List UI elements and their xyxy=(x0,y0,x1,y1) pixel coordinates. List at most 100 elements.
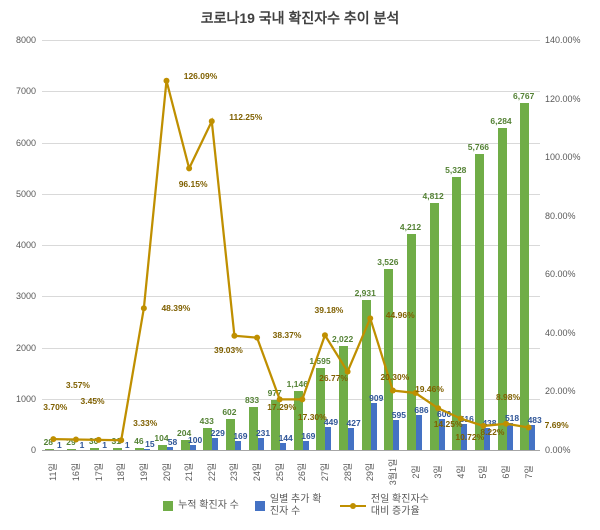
growth-rate-label: 3.45% xyxy=(80,395,105,406)
growth-rate-label: 96.15% xyxy=(178,179,208,190)
growth-rate-label: 17.30% xyxy=(297,412,327,423)
cumulative-bar-label: 5,766 xyxy=(467,142,490,153)
left-axis-tick: 3000 xyxy=(15,291,36,302)
right-axis-tick: 40.00% xyxy=(545,327,576,338)
growth-rate-label: 10.72% xyxy=(455,431,485,442)
growth-rate-point xyxy=(208,118,215,125)
x-axis-tick: 17일 xyxy=(93,462,104,482)
growth-rate-label: 48.39% xyxy=(161,303,191,314)
x-axis-tick: 2일 xyxy=(410,465,421,479)
legend-swatch-daily xyxy=(254,501,265,511)
cumulative-bar xyxy=(339,346,349,450)
cumulative-bar-label: 3,526 xyxy=(377,257,399,268)
cumulative-bar-label: 1,595 xyxy=(309,356,331,367)
daily-bar xyxy=(280,442,287,450)
growth-rate-label: 19.46% xyxy=(415,384,444,394)
cumulative-bar-label: 2,931 xyxy=(354,287,376,298)
x-axis-tick: 7일 xyxy=(523,465,534,479)
daily-bar xyxy=(144,449,151,450)
growth-rate-label: 26.77% xyxy=(319,372,348,383)
right-axis-tick: 60.00% xyxy=(545,269,576,280)
daily-bar xyxy=(416,414,422,450)
cumulative-bar-label: 6,284 xyxy=(490,115,512,126)
daily-bar xyxy=(167,447,173,450)
cumulative-bar xyxy=(361,299,371,450)
growth-rate-label: 14.25% xyxy=(433,419,463,430)
daily-bar-label: 1 xyxy=(79,439,85,450)
daily-bar xyxy=(212,438,219,450)
growth-rate-point xyxy=(231,332,238,339)
legend-label-growth-rate: 전일 확진자수 대비 증가율 xyxy=(370,494,429,517)
left-axis-tick: 5000 xyxy=(15,188,36,199)
left-axis-tick: 8000 xyxy=(15,35,36,45)
left-axis-tick: 7000 xyxy=(15,86,36,97)
x-axis-tick: 28일 xyxy=(342,462,353,482)
cumulative-bar-label: 4,212 xyxy=(399,222,422,233)
growth-rate-point xyxy=(163,77,170,84)
x-axis-tick: 6일 xyxy=(501,465,512,479)
left-axis-tick: 6000 xyxy=(15,137,36,148)
growth-rate-label: 3.57% xyxy=(65,379,90,390)
x-axis-tick: 20일 xyxy=(161,462,172,482)
growth-rate-label: 3.33% xyxy=(133,418,158,429)
x-axis-tick: 19일 xyxy=(138,462,149,482)
chart-title: 코로나19 국내 확진자수 추이 분석 xyxy=(200,10,400,26)
legend-item-growth-rate: 전일 확진자수 대비 증가율 xyxy=(339,494,437,518)
growth-rate-point xyxy=(186,165,193,172)
left-axis-tick: 4000 xyxy=(15,240,36,250)
cumulative-bar-label: 29 xyxy=(66,436,76,447)
x-axis-tick: 26일 xyxy=(297,462,308,482)
x-axis-tick: 3월1일 xyxy=(387,458,398,486)
cumulative-bar xyxy=(112,448,122,450)
legend-label-cumulative: 누적 확진자 수 xyxy=(178,500,239,511)
cumulative-bar xyxy=(135,447,145,450)
growth-rate-label: 39.18% xyxy=(314,305,344,316)
x-axis-tick: 25일 xyxy=(274,462,285,482)
daily-bar xyxy=(189,444,196,450)
x-axis-tick: 23일 xyxy=(229,462,240,482)
gridline xyxy=(42,398,540,400)
daily-bar-label: 15 xyxy=(145,439,155,450)
cumulative-bar-label: 6,767 xyxy=(513,91,535,102)
cumulative-bar-label: 5,328 xyxy=(445,164,467,175)
growth-rate-label: 8.22% xyxy=(480,426,505,437)
cumulative-bar xyxy=(158,444,167,450)
legend-swatch-cumulative xyxy=(163,501,174,511)
right-axis-tick: 140.00% xyxy=(545,35,581,45)
gridline xyxy=(42,91,540,93)
daily-bar xyxy=(393,419,400,450)
x-axis-tick: 21일 xyxy=(184,462,195,482)
legend-marker-line-icon xyxy=(339,501,366,511)
daily-bar xyxy=(302,441,309,450)
cumulative-bar-label: 4,812 xyxy=(422,191,444,202)
growth-rate-label: 3.70% xyxy=(43,402,68,413)
daily-bar xyxy=(529,425,536,450)
x-axis-tick: 3일 xyxy=(433,465,444,479)
cumulative-bar xyxy=(452,176,462,450)
x-axis-tick: 4일 xyxy=(455,465,466,479)
growth-rate-label: 39.03% xyxy=(213,344,243,355)
daily-bar xyxy=(234,441,241,450)
legend-label-daily: 일별 추가 확진자 수 xyxy=(269,494,322,517)
x-axis-baseline xyxy=(42,450,540,451)
cumulative-bar-label: 977 xyxy=(267,387,282,398)
right-axis-tick: 100.00% xyxy=(545,152,581,163)
cumulative-bar xyxy=(90,448,100,450)
daily-bar-label: 1 xyxy=(56,439,62,450)
gridline xyxy=(42,245,540,246)
x-axis-tick: 22일 xyxy=(206,462,217,482)
cumulative-bar-label: 2,022 xyxy=(331,334,354,345)
daily-bar xyxy=(257,438,264,450)
growth-rate-label: 44.96% xyxy=(385,310,415,321)
growth-rate-label: 7.69% xyxy=(544,420,569,431)
right-axis-tick: 80.00% xyxy=(545,210,576,221)
daily-bar-label: 58 xyxy=(167,437,178,448)
daily-bar-label: 1 xyxy=(102,439,107,450)
cumulative-bar xyxy=(384,269,394,450)
x-axis-tick: 5일 xyxy=(478,465,489,479)
gridline xyxy=(42,296,540,298)
right-axis-tick: 20.00% xyxy=(545,386,576,397)
x-axis-tick: 29일 xyxy=(365,462,376,482)
cumulative-bar-label: 602 xyxy=(222,407,237,418)
right-axis-tick: 0.00% xyxy=(545,445,571,455)
